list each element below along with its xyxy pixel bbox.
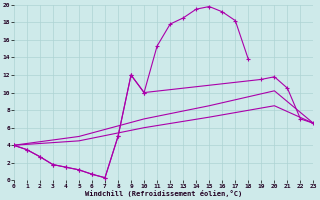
X-axis label: Windchill (Refroidissement éolien,°C): Windchill (Refroidissement éolien,°C) <box>85 190 242 197</box>
